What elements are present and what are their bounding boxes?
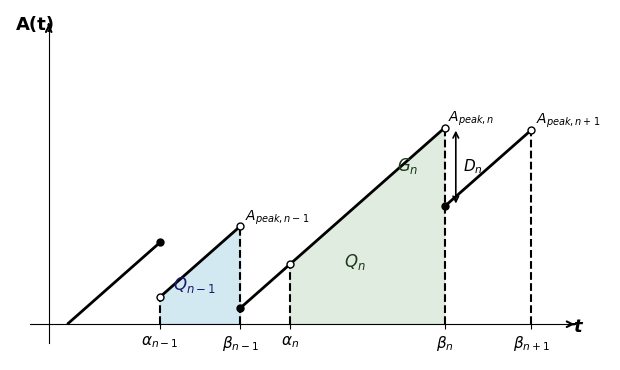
Text: $Q_{n-1}$: $Q_{n-1}$ <box>172 275 216 295</box>
Text: $D_n$: $D_n$ <box>463 158 483 176</box>
Polygon shape <box>160 226 241 324</box>
Polygon shape <box>290 128 445 324</box>
Text: $Q_n$: $Q_n$ <box>344 252 366 272</box>
Text: $A_{peak,n-1}$: $A_{peak,n-1}$ <box>246 209 310 227</box>
Text: $A_{peak,n}$: $A_{peak,n}$ <box>448 110 494 128</box>
Text: $A_{peak,n+1}$: $A_{peak,n+1}$ <box>536 111 601 130</box>
Text: t: t <box>574 319 582 336</box>
Text: $G_n$: $G_n$ <box>397 156 419 176</box>
Text: A(t): A(t) <box>16 16 55 34</box>
